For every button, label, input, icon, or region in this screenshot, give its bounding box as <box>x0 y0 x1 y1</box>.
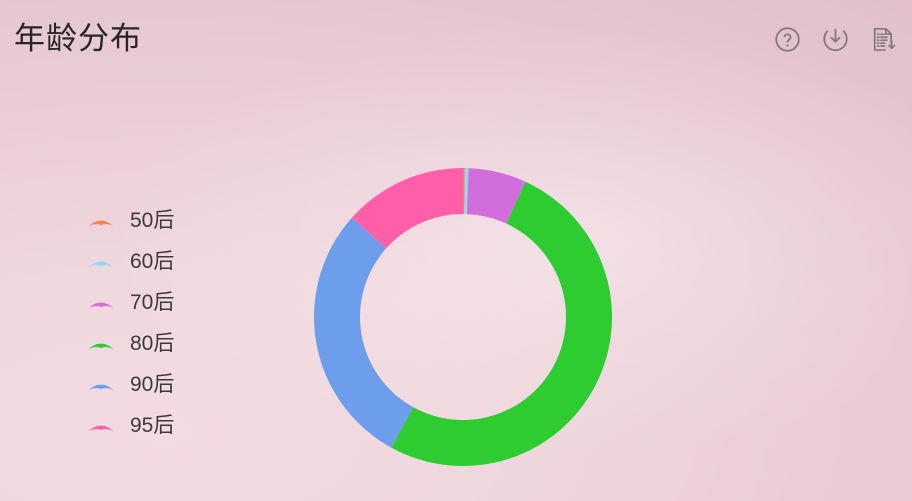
legend-marker-pie-icon <box>87 425 115 433</box>
legend-marker-pie-icon <box>87 220 115 228</box>
legend-item-80hou[interactable]: 80后 <box>86 323 174 364</box>
legend-label: 70后 <box>130 291 175 314</box>
pie-slice[interactable] <box>466 168 526 224</box>
page-title: 年龄分布 <box>14 21 142 56</box>
legend-label: 60后 <box>130 250 175 273</box>
legend-item-95hou[interactable]: 95后 <box>86 405 174 446</box>
download-icon[interactable] <box>820 24 850 54</box>
help-icon[interactable] <box>772 24 802 54</box>
legend-label: 95后 <box>130 414 175 437</box>
legend-label: 50后 <box>130 209 175 232</box>
legend-marker-pie-icon <box>87 384 115 392</box>
legend-marker-pie-icon <box>87 302 115 310</box>
toolbox <box>772 24 898 54</box>
pie-slice[interactable] <box>464 168 469 215</box>
pie-slice[interactable] <box>391 181 612 466</box>
legend-item-70hou[interactable]: 70后 <box>86 282 174 323</box>
pie-slice[interactable] <box>351 168 463 249</box>
legend: 50后 60后 70后 80后 90后 <box>86 200 174 446</box>
pie-slice[interactable] <box>314 217 414 448</box>
legend-marker-pie-icon <box>87 261 115 269</box>
legend-marker-pie-icon <box>87 343 115 351</box>
pie-slice-group <box>314 168 612 466</box>
data-view-icon[interactable] <box>868 24 898 54</box>
legend-label: 90后 <box>130 373 175 396</box>
pie-slice[interactable] <box>463 168 465 215</box>
legend-item-90hou[interactable]: 90后 <box>86 364 174 405</box>
legend-item-50hou[interactable]: 50后 <box>86 200 174 241</box>
legend-item-60hou[interactable]: 60后 <box>86 241 174 282</box>
legend-label: 80后 <box>130 332 175 355</box>
